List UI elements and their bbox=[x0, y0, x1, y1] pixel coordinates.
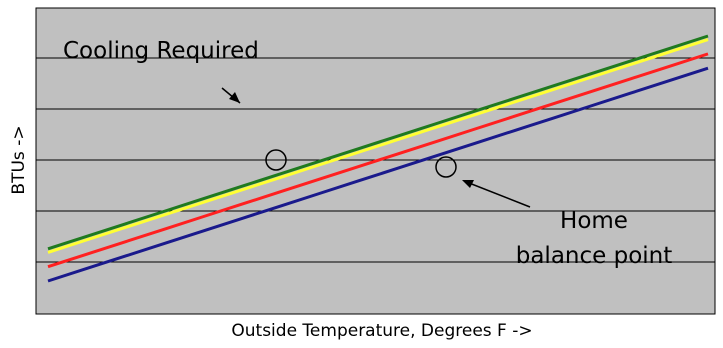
balance-point-arrow bbox=[462, 180, 531, 208]
cooling-marker bbox=[265, 149, 287, 171]
cooling-required-label: Cooling Required bbox=[63, 38, 259, 64]
series-lines bbox=[47, 34, 709, 283]
series-line-3 bbox=[47, 34, 709, 251]
balance-point-marker bbox=[435, 156, 457, 178]
series-line-2 bbox=[47, 38, 709, 254]
y-axis-label: BTUs -> bbox=[9, 125, 29, 194]
balance-point-label-line2: balance point bbox=[516, 243, 673, 269]
balance-point-label-line1: Home bbox=[560, 208, 628, 234]
gridlines bbox=[36, 57, 715, 263]
x-axis-label: Outside Temperature, Degrees F -> bbox=[231, 321, 532, 341]
cooling-arrow bbox=[221, 87, 241, 104]
series-line-1 bbox=[47, 52, 709, 269]
series-line-0 bbox=[47, 66, 709, 283]
